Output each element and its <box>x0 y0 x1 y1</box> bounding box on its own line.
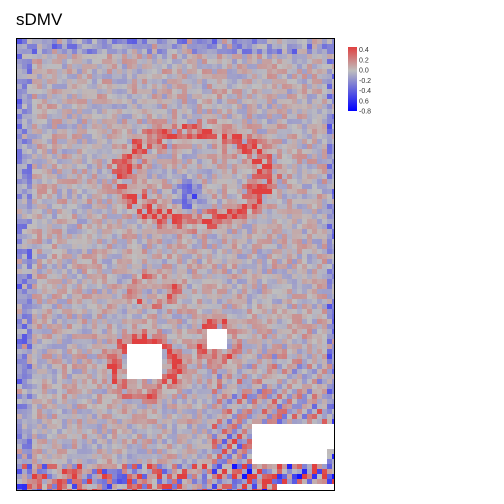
heatmap-image <box>17 39 334 490</box>
legend-tick-label: 0.6 <box>359 98 369 105</box>
chart-title: sDMV <box>16 10 63 29</box>
legend-tick-label: 0.4 <box>359 47 369 54</box>
legend-colorbar <box>348 47 357 111</box>
legend-tick-label: -0.8 <box>359 109 371 116</box>
legend-tick-label: 0.0 <box>359 68 369 75</box>
color-legend: 0.4 0.2 0.0 -0.2 -0.4 0.6 -0.8 <box>348 47 371 116</box>
legend-tick-label: -0.4 <box>359 88 371 95</box>
plot-panel <box>16 38 335 491</box>
legend-tick-label: 0.2 <box>359 57 369 64</box>
legend-tick-label: -0.2 <box>359 78 371 85</box>
